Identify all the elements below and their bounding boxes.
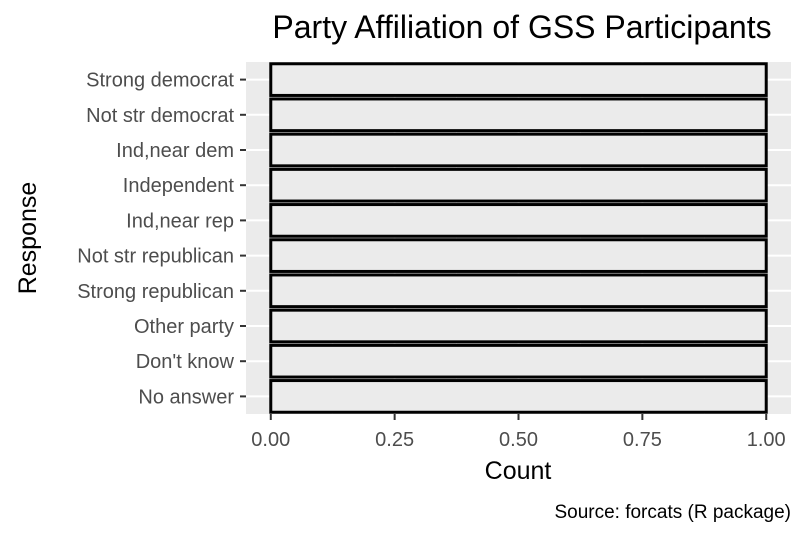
y-tick-label: Not str democrat — [86, 105, 234, 127]
bar-strong-republican — [269, 273, 768, 309]
y-tick-label: Don't know — [136, 351, 235, 373]
y-tick-label: Ind,near rep — [126, 210, 234, 232]
bars — [269, 62, 768, 414]
x-axis: 0.00 0.25 0.50 0.75 1.00 — [251, 414, 786, 451]
bar-not-str-democrat — [269, 97, 768, 133]
chart-caption: Source: forcats (R package) — [554, 502, 791, 523]
y-tick-label: Independent — [123, 175, 235, 197]
y-tick-label: Ind,near dem — [116, 140, 234, 162]
bar-don-t-know — [269, 343, 768, 379]
x-tick-label: 0.00 — [251, 429, 290, 451]
y-tick-label: Strong democrat — [86, 70, 234, 92]
bar-not-str-republican — [269, 238, 768, 273]
x-tick-label: 0.75 — [623, 429, 662, 451]
y-axis: Strong democrat Not str democrat Ind,near … — [77, 70, 246, 408]
bar-independent — [269, 167, 768, 203]
bar-other-party — [269, 308, 768, 344]
y-axis-title: Response — [14, 182, 42, 295]
y-tick-label: Other party — [134, 316, 234, 338]
y-tick-label: Strong republican — [77, 281, 234, 303]
y-tick-label: Not str republican — [77, 246, 234, 268]
bar-strong-democrat — [269, 62, 768, 97]
x-axis-title: Count — [485, 457, 552, 485]
bar-ind-near-rep — [269, 203, 768, 238]
x-tick-label: 0.25 — [375, 429, 414, 451]
bar-no-answer — [269, 379, 768, 414]
bar-ind-near-dem — [269, 132, 768, 168]
chart-title: Party Affiliation of GSS Participants — [272, 9, 771, 45]
y-tick-label: No answer — [138, 386, 234, 408]
x-tick-label: 1.00 — [747, 429, 786, 451]
x-tick-label: 0.50 — [499, 429, 538, 451]
